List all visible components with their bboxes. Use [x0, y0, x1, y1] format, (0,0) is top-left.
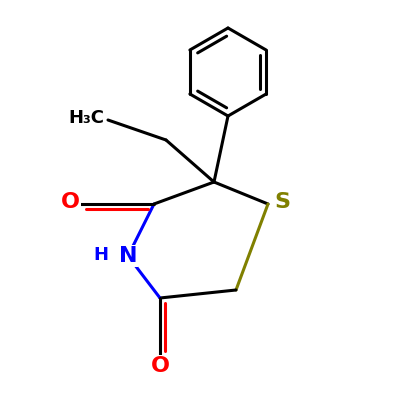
Text: N: N [119, 246, 137, 266]
Text: O: O [60, 192, 80, 212]
Text: S: S [274, 192, 290, 212]
Text: H₃C: H₃C [68, 109, 104, 127]
Text: H: H [93, 246, 108, 264]
Text: O: O [151, 356, 170, 376]
